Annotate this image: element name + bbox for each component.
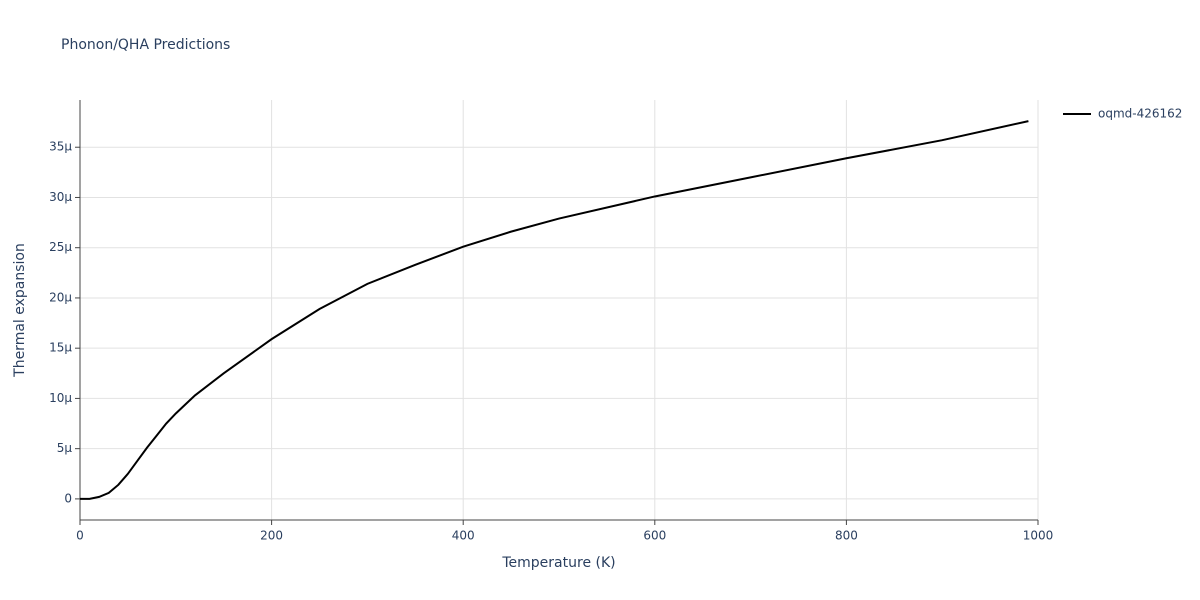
y-tick-label: 10μ <box>49 391 72 405</box>
x-tick-label: 800 <box>835 529 858 543</box>
y-tick-label: 15μ <box>49 341 72 355</box>
y-tick-label: 0 <box>64 491 72 505</box>
legend-label: oqmd-426162 <box>1098 107 1182 121</box>
x-tick-label: 600 <box>643 529 666 543</box>
y-tick-label: 20μ <box>49 290 72 304</box>
x-tick-label: 200 <box>260 529 283 543</box>
y-tick-label: 25μ <box>49 240 72 254</box>
x-tick-label: 0 <box>76 529 84 543</box>
y-tick-label: 5μ <box>57 441 73 455</box>
chart-title: Phonon/QHA Predictions <box>61 37 230 53</box>
x-tick-label: 1000 <box>1023 529 1054 543</box>
x-axis-label: Temperature (K) <box>501 555 615 571</box>
y-axis-label: Thermal expansion <box>12 243 28 378</box>
y-tick-label: 30μ <box>49 190 72 204</box>
y-tick-label: 35μ <box>49 140 72 154</box>
x-tick-label: 400 <box>452 529 475 543</box>
series-line <box>80 120 1029 500</box>
